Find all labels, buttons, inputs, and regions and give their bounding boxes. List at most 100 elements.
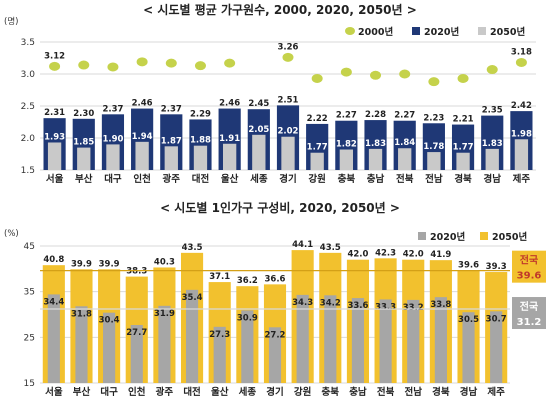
chart1-value-2050: 1.83 [482, 139, 503, 149]
chart2-value-2050: 38.3 [126, 267, 147, 277]
chart1-value-2020: 2.46 [219, 99, 240, 109]
chart1-value-2020: 2.31 [44, 108, 65, 118]
chart1-dot-2000 [515, 57, 527, 67]
chart2-nation-box-2020 [512, 297, 546, 330]
chart1-category-label: 대전 [192, 173, 209, 185]
chart1-value-2020: 2.51 [278, 95, 299, 105]
chart2-y-tick-label: 25 [24, 333, 35, 343]
chart2-value-2020: 34.2 [320, 298, 341, 308]
chart2-bar-2020 [351, 298, 365, 383]
chart1-dot-2000 [78, 60, 90, 70]
chart1-bar-2050 [398, 148, 412, 170]
chart1-bar-2050 [193, 145, 208, 170]
chart2-category-label: 서울 [45, 386, 63, 398]
chart1-legend-label: 2020년 [424, 26, 459, 38]
chart2-bar-2020 [490, 311, 503, 383]
chart1-bar-2050 [456, 152, 470, 170]
chart1-value-2050: 1.87 [161, 136, 182, 146]
chart2-bar-2020 [324, 295, 337, 383]
chart1-category-label: 경남 [483, 173, 501, 185]
chart2-legend-label: 2020년 [430, 231, 465, 243]
chart1-category-label: 경북 [454, 173, 472, 185]
chart2-bar-2020 [213, 326, 226, 383]
chart2-category-label: 인천 [128, 387, 145, 398]
chart2-category-label: 강원 [294, 386, 311, 398]
chart2-value-2050: 39.9 [71, 259, 92, 269]
chart1-value-2050: 1.77 [307, 143, 328, 153]
chart1-value-2000: 3.18 [511, 47, 532, 57]
chart1-bar-2050 [281, 136, 295, 170]
chart1-category-label: 인천 [133, 174, 150, 185]
chart2-category-label: 경북 [432, 386, 450, 398]
chart1-dot-2000 [311, 73, 323, 83]
chart1-category-label: 전남 [425, 173, 443, 185]
chart1-category-label: 제주 [513, 173, 531, 185]
chart1-legend-label: 2050년 [490, 26, 525, 38]
chart2-value-2050: 37.1 [209, 272, 230, 282]
chart2-nation-box-2050 [512, 250, 546, 283]
chart2-category-label: 울산 [211, 386, 229, 398]
chart2-value-2020: 27.3 [209, 330, 230, 340]
chart2-bar-2020 [462, 312, 475, 383]
chart2-nation-label-2020: 전국 [520, 300, 538, 313]
chart1-y-axis: 1.5 2.0 2.5 3.0 3.5 [21, 38, 36, 176]
chart2-category-label: 부산 [73, 386, 91, 398]
chart1-dot-2000 [428, 77, 440, 87]
chart1-bar-2050 [222, 143, 237, 170]
chart1-category-label: 광주 [163, 173, 181, 185]
chart1-dot-2000 [370, 70, 382, 80]
chart1-value-2050: 1.77 [453, 143, 474, 153]
chart1-value-2050: 1.91 [219, 134, 240, 144]
chart2-category-label: 제주 [487, 386, 505, 398]
chart2-category-label: 충남 [349, 386, 367, 398]
chart2-bar-2020 [75, 306, 88, 383]
chart1-value-2050: 1.98 [511, 129, 532, 139]
chart2-value-2050: 40.3 [154, 257, 175, 267]
chart1-value-2050: 1.84 [394, 138, 415, 148]
chart2-bar-2020 [103, 312, 116, 383]
chart2-unit-label: (%) [4, 229, 19, 239]
chart2-category-label: 전북 [377, 386, 395, 398]
chart2-value-2020: 33.3 [375, 302, 396, 312]
chart1-value-2020: 2.46 [132, 99, 153, 109]
chart1-y-tick-label: 2.0 [21, 134, 36, 144]
chart1-category-label: 세종 [250, 173, 268, 185]
chart1-bar-2050 [368, 148, 383, 170]
chart2-y-tick-label: 45 [24, 242, 35, 252]
chart2-value-2020: 30.5 [458, 315, 479, 325]
chart1-unit-label: (명) [4, 16, 18, 27]
chart1-bar-2050 [77, 147, 91, 170]
chart2-bar-2020 [296, 294, 309, 383]
chart1-bar-2050 [106, 144, 120, 170]
chart1-value-2020: 2.28 [365, 110, 386, 120]
chart2-bar-2020 [379, 299, 392, 383]
chart2-nation-lines: 전국 39.6 전국 31.2 [40, 250, 546, 330]
chart2-bar-2020 [268, 327, 282, 383]
chart1-value-2020: 2.22 [307, 114, 328, 124]
chart1-bar-2050 [514, 139, 529, 170]
chart1-category-label: 충남 [367, 173, 385, 185]
chart1-legend-swatch [478, 27, 486, 35]
chart1-y-tick-label: 3.0 [21, 70, 36, 80]
chart2-legend-label: 2050년 [492, 231, 527, 243]
chart2-value-2020: 27.2 [265, 330, 286, 340]
chart1-category-label: 충북 [338, 173, 356, 185]
chart1-value-2050: 1.90 [102, 134, 123, 144]
chart2-category-label: 충북 [322, 386, 340, 398]
chart1-dots: 3.12 3.26 3.18 [44, 42, 532, 87]
chart2-value-2020: 30.7 [486, 314, 507, 324]
chart2-value-2050: 42.0 [403, 250, 424, 260]
chart2-value-2050: 39.9 [99, 259, 120, 269]
chart2-value-2020: 33.6 [347, 301, 368, 311]
chart2-value-2050: 36.2 [237, 276, 258, 286]
chart1-value-2020: 2.27 [336, 111, 357, 121]
chart1-legend-label: 2000년 [358, 26, 393, 38]
chart1-value-2020: 2.45 [248, 99, 269, 109]
chart2-legend-swatch [418, 232, 426, 240]
chart2-nation-label-2050: 전국 [520, 254, 538, 267]
chart2-value-2020: 34.3 [292, 298, 313, 308]
chart1-category-label: 부산 [75, 173, 93, 185]
chart2-bar-2020 [407, 299, 420, 383]
chart1-value-2020: 2.42 [511, 101, 532, 111]
